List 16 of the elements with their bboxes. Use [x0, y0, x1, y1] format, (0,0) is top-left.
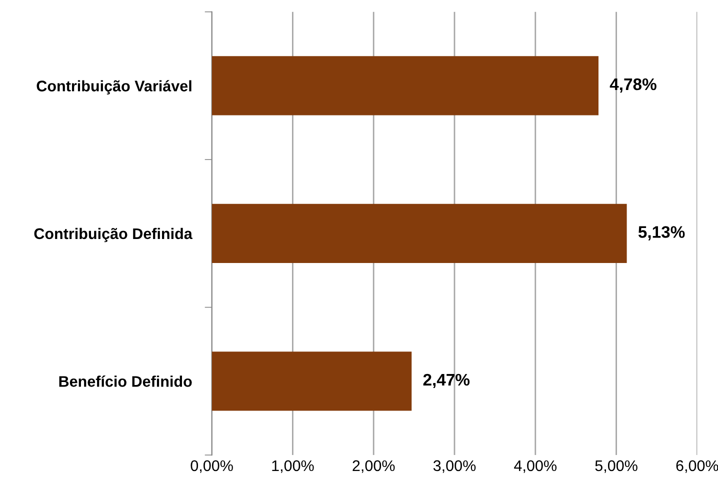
data-label: 2,47%	[423, 374, 470, 388]
x-tick-label: 5,00%	[595, 460, 638, 473]
bar	[212, 204, 627, 263]
x-tick-label: 0,00%	[190, 460, 233, 473]
x-tick-label: 3,00%	[433, 460, 476, 473]
y-tick-label: Benefício Definido	[59, 376, 192, 387]
bar	[212, 352, 412, 411]
bar	[212, 56, 598, 116]
y-tick-label: Contribuição Variável	[36, 80, 192, 94]
x-tick-label: 1,00%	[272, 460, 314, 473]
data-label: 5,13%	[638, 226, 685, 240]
x-tick-label: 2,00%	[352, 460, 395, 473]
data-label: 4,78%	[610, 78, 656, 93]
y-tick-label: Contribuição Definida	[34, 228, 192, 242]
x-tick-label: 6,00%	[676, 460, 718, 473]
x-tick-label: 4,00%	[514, 460, 557, 473]
